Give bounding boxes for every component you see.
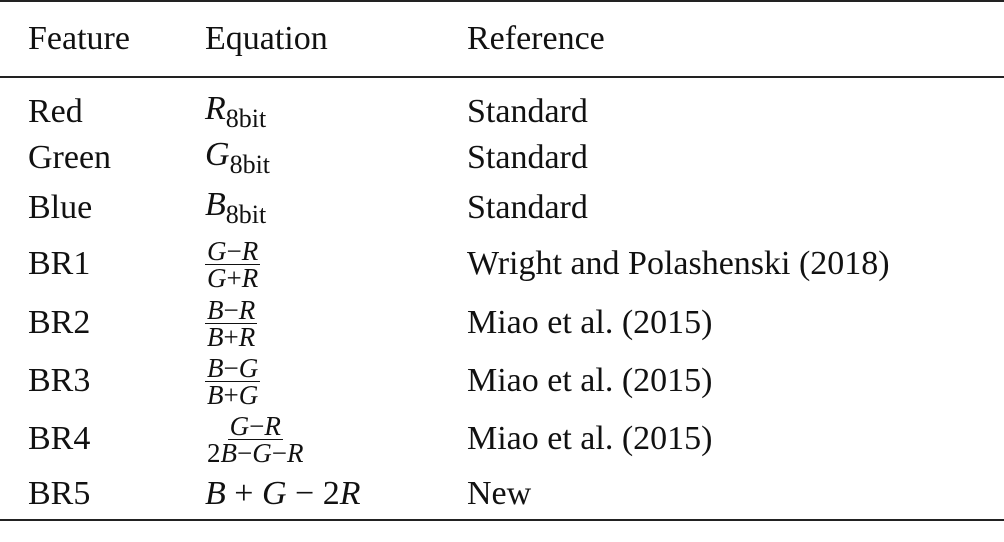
denominator: G+R — [207, 262, 259, 293]
fraction: G−R G+R — [205, 235, 261, 293]
reference-cell: Standard — [467, 139, 588, 176]
equation-cell: B + G − 2R — [205, 468, 467, 520]
table-row: BR2 B−R B+R Miao et al. (2015) — [0, 294, 1004, 352]
fraction: B−R B+R — [205, 294, 258, 352]
equation-cell: B−G B+G — [205, 352, 467, 410]
table-header: Feature Equation Reference — [0, 1, 1004, 77]
table-row: BR4 G−R 2B−G−R Miao et al. (2015) — [0, 410, 1004, 468]
equation-subscript: 8bit — [225, 200, 267, 229]
reference-cell: Wright and Polashenski (2018) — [467, 245, 890, 282]
feature-cell: BR1 — [28, 245, 91, 282]
reference-cell: Standard — [467, 189, 588, 226]
equation-symbol: B — [205, 186, 226, 223]
table-row: Blue B8bit Standard — [0, 182, 1004, 234]
feature-cell: BR5 — [28, 474, 91, 512]
reference-cell: New — [467, 474, 532, 512]
feature-cell: Red — [28, 93, 83, 130]
equation-subscript: 8bit — [229, 150, 271, 179]
denominator: B+R — [207, 321, 256, 352]
numerator: G−R — [205, 235, 261, 266]
fraction: B−G B+G — [205, 352, 261, 410]
equation-cell: G−R G+R — [205, 234, 467, 294]
feature-cell: Green — [28, 139, 112, 176]
header-cell: Reference — [467, 20, 605, 57]
feature-cell: Blue — [28, 189, 93, 226]
feature-cell: BR3 — [28, 362, 91, 399]
equation-cell: B8bit — [205, 182, 467, 234]
numerator: G−R — [227, 410, 283, 441]
table-row: Green G8bit Standard — [0, 134, 1004, 182]
table-row: Red R8bit Standard — [0, 77, 1004, 134]
equation-cell: G8bit — [205, 134, 467, 182]
denominator: 2B−G−R — [207, 437, 304, 468]
equation-cell: R8bit — [205, 77, 467, 134]
equation-text: B + G − 2R — [205, 474, 361, 512]
reference-cell: Standard — [467, 93, 588, 130]
feature-table: Feature Equation Reference Red R8bit Stand… — [0, 1, 1004, 520]
feature-cell: BR2 — [28, 304, 91, 341]
reference-cell: Miao et al. (2015) — [467, 362, 713, 399]
table-row: BR1 G−R G+R Wright and Polashenski (2018) — [0, 234, 1004, 294]
equation-cell: B−R B+R — [205, 294, 467, 352]
reference-cell: Miao et al. (2015) — [467, 420, 713, 457]
header-cell: Equation — [205, 20, 328, 57]
feature-cell: BR4 — [28, 420, 91, 457]
equation-cell: G−R 2B−G−R — [205, 410, 467, 468]
equation-symbol: G — [205, 136, 230, 173]
denominator: B+G — [207, 379, 259, 410]
numerator: B−G — [205, 352, 261, 383]
header-cell: Feature — [28, 20, 130, 57]
equation-symbol: R — [205, 90, 226, 127]
header-row: Feature Equation Reference — [0, 1, 1004, 77]
fraction: G−R 2B−G−R — [205, 410, 305, 468]
table-row: BR3 B−G B+G Miao et al. (2015) — [0, 352, 1004, 410]
numerator: B−R — [205, 294, 258, 325]
equation-subscript: 8bit — [225, 104, 267, 133]
table-body: Red R8bit Standard Green G8bit Standard Blue B8… — [0, 77, 1004, 520]
reference-cell: Miao et al. (2015) — [467, 304, 713, 341]
table-row: BR5 B + G − 2R New — [0, 468, 1004, 520]
